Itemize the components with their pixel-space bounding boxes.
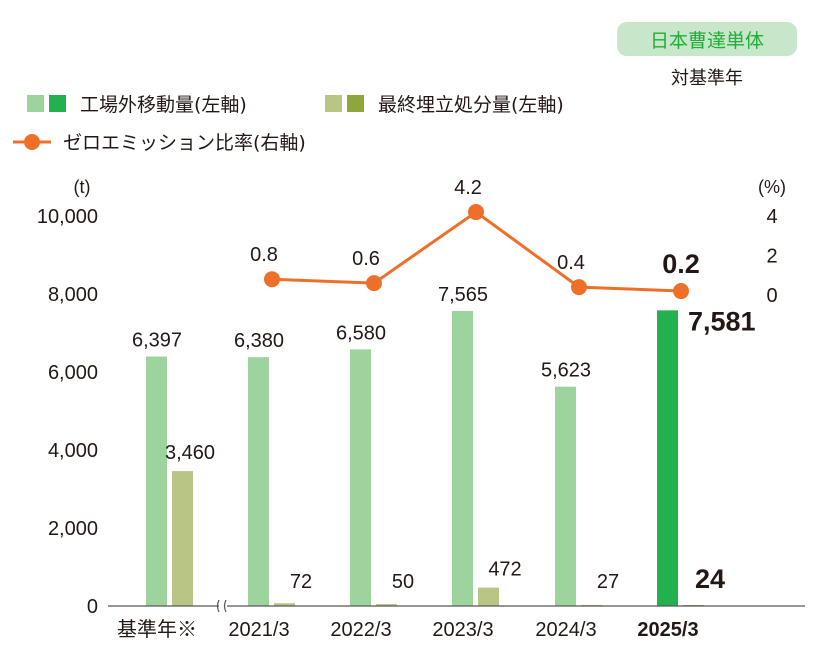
legend-label: 最終埋立処分量(左軸) [378,94,564,116]
offsite-data-label: 6,380 [234,330,284,352]
left-axis-tick-label: 4,000 [48,440,98,462]
offsite-data-label: 5,623 [541,360,591,382]
x-axis-category-label: 2022/3 [330,619,391,641]
offsite-bar [350,349,371,606]
axis-break-gap [219,600,227,612]
landfill-bar [274,603,295,606]
legend-offsite: 工場外移動量(左軸) [27,90,247,117]
landfill-data-label: 27 [597,571,619,593]
left-axis-tick-label: 0 [87,596,98,618]
offsite-data-label: 6,397 [132,330,182,352]
left-axis-tick-label: 6,000 [48,362,98,384]
offsite-bar [146,356,167,606]
legend-label: ゼロエミッション比率(右軸) [63,132,306,154]
legend-line-marker-icon [13,133,51,150]
legend-swatch-light [325,95,342,112]
right-axis-tick-label: 4 [766,206,777,228]
zero-emission-point [468,204,484,221]
landfill-data-label: 50 [392,571,414,593]
zero-emission-data-label: 0.6 [352,248,380,270]
zero-emission-point [673,283,689,300]
x-axis-category-label: 2023/3 [432,619,493,641]
zero-emission-data-label: 0.2 [662,249,700,279]
left-axis-tick-label: 10,000 [37,206,98,228]
left-axis-tick-label: 2,000 [48,518,98,540]
offsite-data-label: 7,581 [688,306,756,336]
offsite-bar [555,386,576,606]
left-axis-tick-label: 8,000 [48,284,98,306]
zero-emission-data-label: 4.2 [454,177,482,199]
legend-swatch-dark [49,95,66,112]
landfill-data-label: 24 [695,564,725,594]
zero-emission-data-label: 0.8 [250,244,278,266]
x-axis-category-label: 2021/3 [228,619,289,641]
legend-label: 工場外移動量(左軸) [80,94,247,116]
zero-emission-point [571,279,587,296]
legend-zero-emission: ゼロエミッション比率(右軸) [13,128,306,155]
offsite-bar [452,310,473,606]
legend-landfill: 最終埋立処分量(左軸) [325,90,564,117]
left-axis-unit: (t) [74,177,91,197]
offsite-bar [248,357,269,606]
axis-break-mark [216,599,227,613]
legend-swatch-dark [347,95,364,112]
x-axis-category-label: 2025/3 [637,619,698,641]
landfill-data-label: 3,460 [165,442,215,464]
zero-emission-data-label: 0.4 [557,252,585,274]
offsite-bar [657,310,678,606]
landfill-data-label: 72 [290,571,312,593]
landfill-bar [376,604,397,606]
zero-emission-point [366,275,382,292]
zero-emission-point [264,271,280,288]
offsite-data-label: 7,565 [438,284,488,306]
landfill-bar [478,587,499,606]
legend-swatch-light [27,95,44,112]
right-axis-unit: (%) [758,177,786,197]
right-axis-tick-label: 2 [766,246,777,268]
offsite-data-label: 6,580 [336,322,386,344]
x-axis-category-label: 基準年※ [117,618,197,641]
scope-badge: 日本曹達単体 [617,22,797,56]
x-axis-category-label: 2024/3 [535,619,596,641]
landfill-bar [172,471,193,606]
right-axis-tick-label: 0 [766,285,777,307]
zero-emission-line [271,210,682,293]
scope-subtitle: 対基準年 [671,68,743,89]
landfill-data-label: 472 [488,559,521,581]
